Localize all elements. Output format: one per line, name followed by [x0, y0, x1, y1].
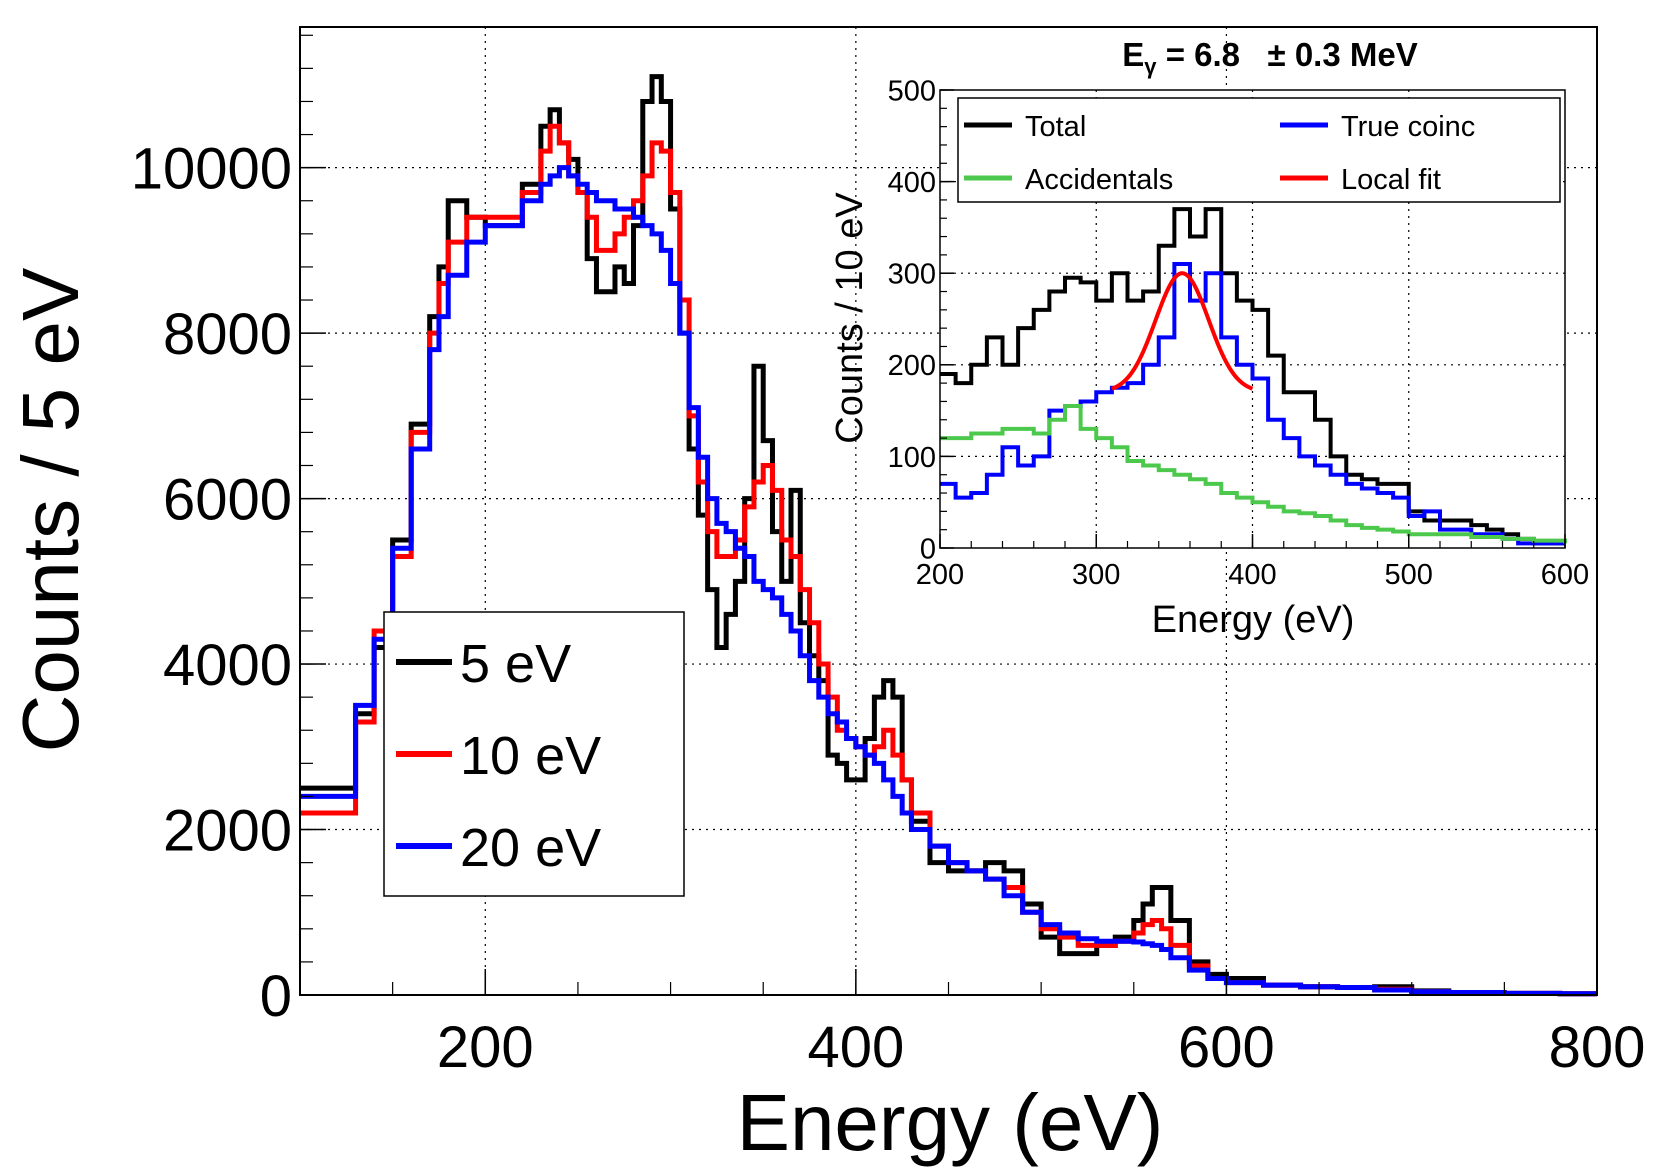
legend-label-5ev: 5 eV	[460, 634, 571, 694]
inset-y-tick-label: 300	[888, 259, 936, 291]
inset-y-tick-label: 200	[888, 350, 936, 382]
inset-legend-box	[957, 97, 1561, 203]
inset-series-accidentals	[940, 404, 1567, 544]
legend-label-total: Total	[1025, 111, 1086, 143]
inset-series	[940, 207, 1567, 546]
legend-label-true-coinc: True coinc	[1341, 111, 1475, 143]
inset-x-tick-label: 200	[916, 559, 964, 591]
main-y-tick-label: 10000	[131, 137, 292, 202]
inset-y-tick-label: 500	[888, 75, 936, 107]
main-x-tick-label: 800	[1549, 1015, 1646, 1080]
inset-series-true-coinc	[940, 262, 1565, 546]
main-y-tick-label: 6000	[163, 467, 292, 532]
main-y-tick-label: 8000	[163, 302, 292, 367]
inset-x-tick-label: 400	[1228, 559, 1276, 591]
main-series	[300, 74, 1597, 997]
legend-label-local-fit: Local fit	[1341, 164, 1441, 196]
legend-label-10ev: 10 eV	[460, 726, 601, 786]
main-x-axis-label: Energy (eV)	[737, 1078, 1164, 1167]
main-legend: 5 eV 10 eV 20 eV	[383, 611, 685, 897]
inset-x-axis-label: Energy (eV)	[1152, 599, 1355, 641]
inset-chart: 200 300 400 500 600 0 100 200 300 400 500 Eγ = 6.8…	[829, 36, 1589, 641]
inset-x-tick-label: 500	[1385, 559, 1433, 591]
inset-series-total	[940, 207, 1565, 546]
inset-series-local-fit	[1111, 271, 1254, 391]
main-series-20-ev	[300, 165, 1597, 997]
legend-label-20ev: 20 eV	[460, 818, 601, 878]
inset-title: Eγ = 6.8 ± 0.3 MeV	[1122, 36, 1417, 79]
main-y-tick-label: 2000	[163, 798, 292, 863]
inset-x-tick-label: 300	[1072, 559, 1120, 591]
main-series-10-ev	[300, 123, 1597, 997]
main-x-tick-label: 200	[437, 1015, 534, 1080]
main-x-tick-label: 400	[807, 1015, 904, 1080]
main-y-axis-label: Counts / 5 eV	[6, 267, 95, 752]
inset-x-tick-label: 600	[1541, 559, 1589, 591]
legend-label-accidentals: Accidentals	[1025, 164, 1173, 196]
inset-y-tick-label: 400	[888, 167, 936, 199]
inset-ticks: 200 300 400 500 600 0 100 200 300 400 500	[888, 75, 1590, 591]
main-x-tick-label: 600	[1178, 1015, 1275, 1080]
inset-title-e: E	[1122, 36, 1144, 73]
main-y-tick-label: 0	[260, 964, 292, 1029]
inset-y-tick-label: 0	[920, 533, 936, 565]
inset-y-tick-label: 100	[888, 442, 936, 474]
inset-legend: Total True coinc Accidentals Local fit	[957, 97, 1561, 203]
main-y-tick-label: 4000	[163, 633, 292, 698]
inset-title-value: = 6.8 ± 0.3 MeV	[1157, 36, 1418, 73]
inset-y-axis-label: Counts / 10 eV	[829, 192, 871, 444]
inset-title-gamma: γ	[1144, 54, 1157, 79]
